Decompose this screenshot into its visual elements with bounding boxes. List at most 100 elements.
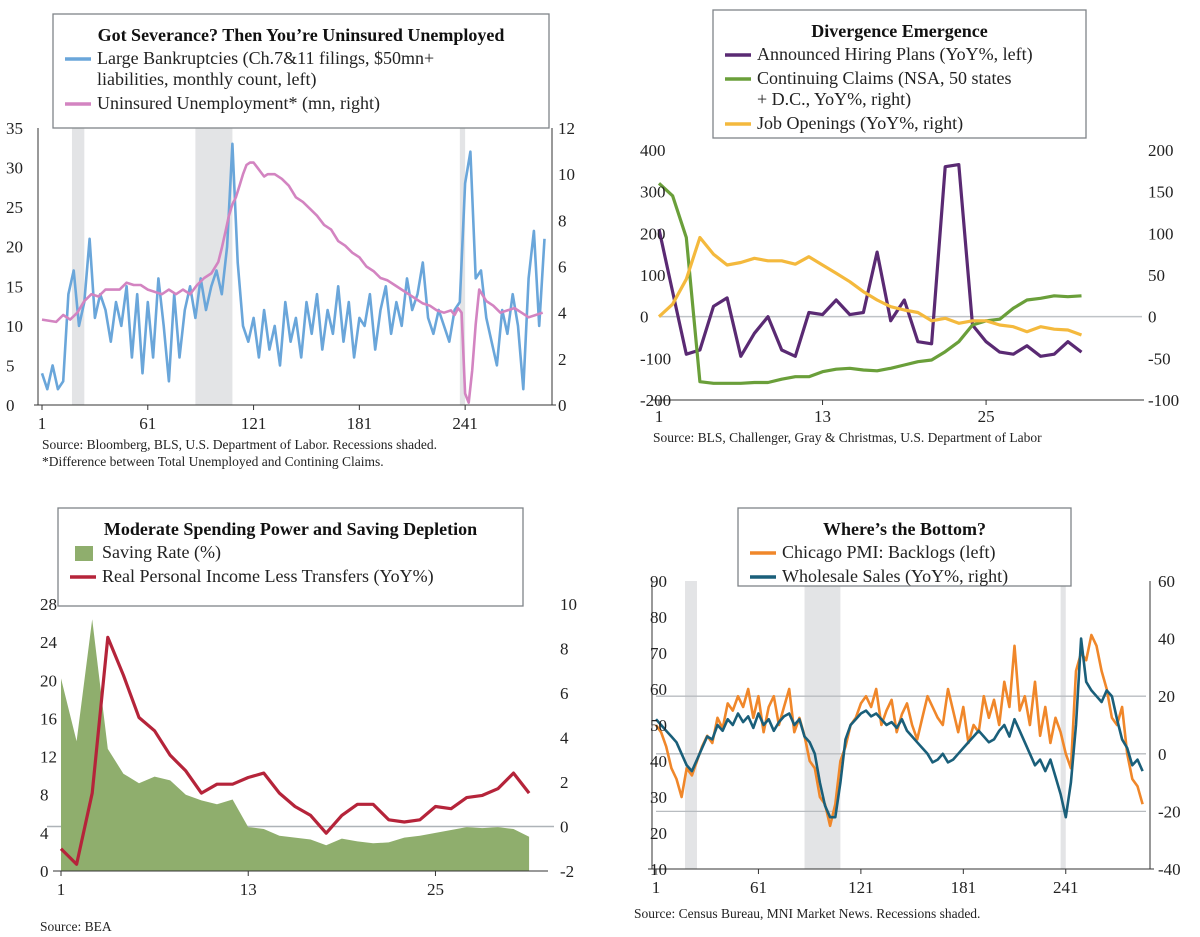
x-tick-label: 13 (240, 880, 257, 899)
x-tick-label: 181 (347, 414, 373, 433)
source-note: Source: BEA (40, 919, 112, 934)
series-real-personal-income-less-transfers-yoy (59, 635, 531, 866)
legend-label: Job Openings (YoY%, right) (757, 113, 963, 134)
y-right-tick-label: -50 (1148, 349, 1171, 368)
y-left-tick-label: 30 (6, 159, 23, 178)
legend-label: Saving Rate (%) (102, 542, 221, 563)
series-large-bankruptcies-ch-7-11-filings-50mn- (40, 142, 546, 391)
y-left-tick-label: 0 (40, 862, 49, 881)
recession-band (804, 581, 841, 869)
x-tick-label: 241 (1053, 878, 1079, 897)
y-left-tick-label: 12 (40, 748, 57, 767)
x-tick-label: 1 (38, 414, 47, 433)
x-tick-label: 121 (848, 878, 874, 897)
y-right-tick-label: 10 (558, 165, 575, 184)
y-left-tick-label: 16 (40, 709, 57, 728)
y-left-tick-label: 200 (640, 224, 666, 243)
y-right-tick-label: 0 (1148, 308, 1157, 327)
y-left-tick-label: 28 (40, 595, 57, 614)
y-right-tick-label: -2 (560, 862, 574, 881)
y-right-tick-label: 20 (1158, 687, 1175, 706)
x-tick-label: 25 (427, 880, 444, 899)
y-left-tick-label: 40 (650, 752, 667, 771)
legend-box (712, 9, 1087, 139)
chart-title: Where’s the Bottom? (823, 519, 986, 539)
y-left-tick-label: 5 (6, 356, 15, 375)
y-left-tick-label: 60 (650, 680, 667, 699)
y-right-tick-label: 0 (558, 396, 567, 415)
y-right-tick-label: -40 (1158, 860, 1181, 879)
chart-title: Got Severance? Then You’re Uninsured Une… (98, 25, 505, 45)
legend-label: Real Personal Income Less Transfers (YoY… (102, 566, 434, 587)
y-right-tick-label: 10 (560, 595, 577, 614)
y-right-tick-label: 60 (1158, 572, 1175, 591)
y-left-tick-label: 400 (640, 141, 666, 160)
y-right-tick-label: 8 (560, 640, 569, 659)
legend-label: Wholesale Sales (YoY%, right) (782, 566, 1008, 587)
x-tick-label: 61 (750, 878, 767, 897)
y-left-tick-label: -200 (640, 391, 671, 410)
y-left-tick-label: 24 (40, 633, 58, 652)
x-tick-label: 61 (139, 414, 156, 433)
series-job-openings-yoy-right (657, 235, 1083, 337)
y-left-tick-label: 20 (40, 671, 57, 690)
y-right-tick-label: 0 (560, 818, 569, 837)
y-right-tick-label: -20 (1158, 802, 1181, 821)
legend-box (52, 13, 550, 129)
y-left-tick-label: -100 (640, 349, 671, 368)
y-right-tick-label: -100 (1148, 391, 1179, 410)
source-note: *Difference between Total Unemployed and… (42, 454, 384, 469)
y-right-tick-label: 100 (1148, 224, 1174, 243)
y-right-tick-label: 0 (1158, 745, 1167, 764)
series-uninsured-unemployment-mn-right (41, 161, 544, 404)
legend-swatch (75, 546, 93, 561)
series-wholesale-sales-yoy-right (655, 637, 1144, 819)
x-tick-label: 13 (814, 407, 831, 426)
y-right-tick-label: 8 (558, 211, 567, 230)
legend-label: liabilities, monthly count, left) (97, 69, 316, 90)
x-tick-label: 181 (951, 878, 977, 897)
x-tick-label: 1 (655, 407, 664, 426)
y-left-tick-label: 0 (640, 308, 649, 327)
legend-label: Large Bankruptcies (Ch.7&11 filings, $50… (97, 48, 434, 69)
y-left-tick-label: 0 (6, 396, 15, 415)
y-right-tick-label: 12 (558, 119, 575, 138)
y-left-tick-label: 30 (650, 788, 667, 807)
legend-box (737, 507, 1072, 587)
y-left-tick-label: 35 (6, 119, 23, 138)
series-saving-rate (61, 619, 530, 871)
legend-label: Chicago PMI: Backlogs (left) (782, 542, 995, 563)
y-left-tick-label: 15 (6, 277, 23, 296)
y-right-tick-label: 200 (1148, 141, 1174, 160)
source-note: Source: Bloomberg, BLS, U.S. Department … (42, 437, 437, 452)
y-left-tick-label: 10 (6, 317, 23, 336)
y-left-tick-label: 70 (650, 644, 667, 663)
legend-label: Continuing Claims (NSA, 50 states (757, 68, 1012, 89)
y-left-tick-label: 10 (650, 860, 667, 879)
recession-band (71, 128, 85, 405)
chart-divergence-emergence: 1 13 25 -200 -100 0 100 200 300 400 -100 -50 0 50 100 1… (640, 9, 1179, 445)
y-right-tick-label: 40 (1158, 630, 1175, 649)
y-right-tick-label: 4 (558, 304, 567, 323)
series-announced-hiring-plans-yoy-left (657, 163, 1083, 358)
y-left-tick-label: 20 (650, 824, 667, 843)
y-left-tick-label: 300 (640, 183, 666, 202)
legend-label: Uninsured Unemployment* (mn, right) (97, 93, 380, 114)
y-right-tick-label: 2 (560, 773, 569, 792)
chart-title: Moderate Spending Power and Saving Deple… (104, 519, 477, 539)
y-right-tick-label: 2 (558, 350, 567, 369)
y-left-tick-label: 50 (650, 716, 667, 735)
x-tick-label: 241 (452, 414, 478, 433)
y-left-tick-label: 4 (40, 824, 49, 843)
legend-label: + D.C., YoY%, right) (757, 89, 911, 110)
source-note: Source: BLS, Challenger, Gray & Christma… (653, 430, 1042, 445)
source-note: Source: Census Bureau, MNI Market News. … (634, 906, 980, 921)
x-tick-label: 121 (241, 414, 267, 433)
legend-box (57, 507, 524, 607)
y-left-tick-label: 80 (650, 608, 667, 627)
y-right-tick-label: 6 (558, 258, 567, 277)
legend-label: Announced Hiring Plans (YoY%, left) (757, 44, 1033, 65)
recession-band (1060, 581, 1066, 869)
